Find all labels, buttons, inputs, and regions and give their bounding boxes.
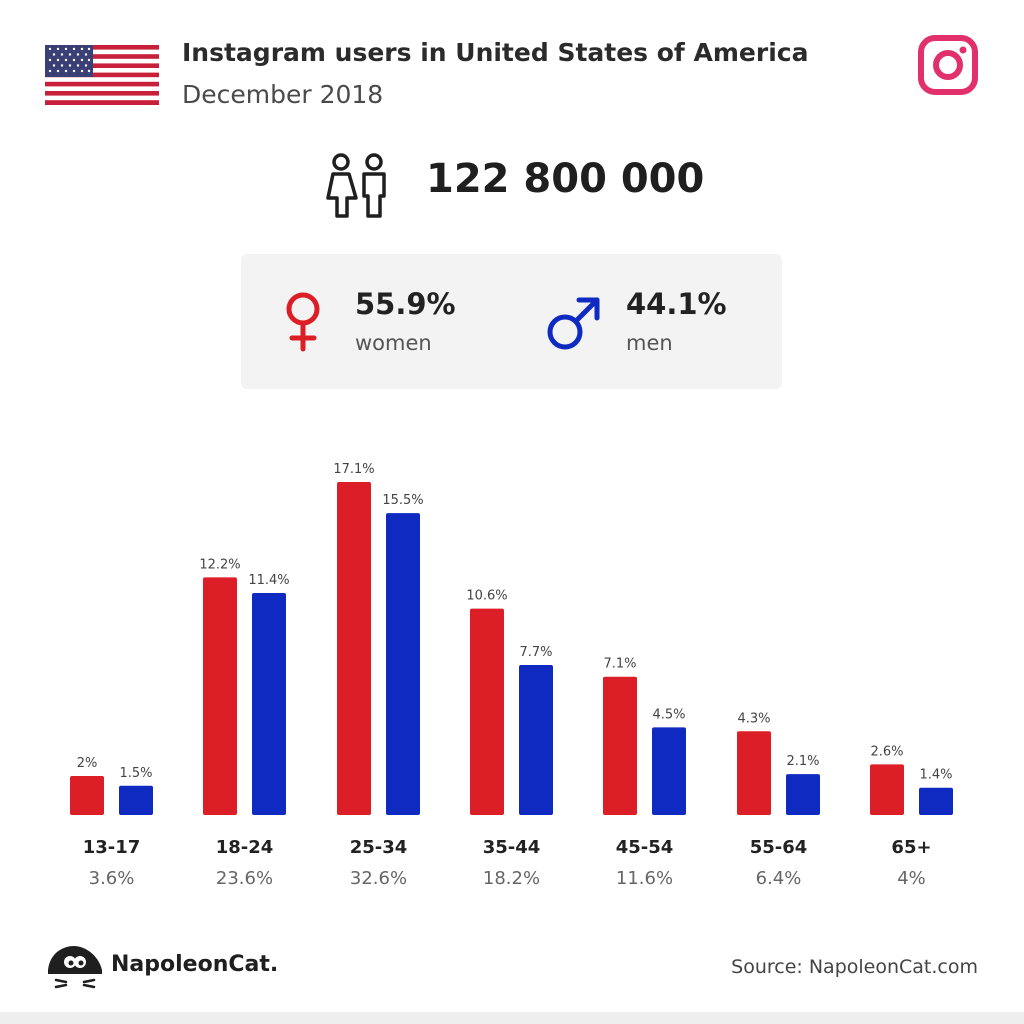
data-label-men-65+: 1.4% — [919, 768, 952, 783]
bar-men-18-24 — [252, 593, 286, 815]
data-label-men-25-34: 15.5% — [382, 493, 423, 508]
source-text: Source: NapoleonCat.com — [731, 956, 978, 978]
category-total-13-17: 3.6% — [89, 868, 135, 889]
bar-men-45-54 — [652, 727, 686, 815]
bar-men-55-64 — [786, 774, 820, 815]
instagram-icon — [918, 35, 978, 95]
bar-women-13-17 — [70, 776, 104, 815]
gender-summary-card — [241, 254, 782, 389]
chart-title: Instagram users in United States of Amer… — [182, 38, 809, 67]
data-label-women-45-54: 7.1% — [603, 657, 636, 672]
total-users: 122 800 000 — [426, 156, 705, 202]
bar-women-65+ — [870, 764, 904, 815]
data-label-women-25-34: 17.1% — [333, 462, 374, 477]
category-label-45-54: 45-54 — [616, 837, 674, 858]
data-label-men-18-24: 11.4% — [248, 573, 289, 588]
bar-men-25-34 — [386, 513, 420, 815]
category-total-18-24: 23.6% — [216, 868, 273, 889]
bar-men-65+ — [919, 787, 953, 815]
men-percentage: 44.1% — [626, 287, 727, 321]
category-label-25-34: 25-34 — [350, 837, 408, 858]
chart-subtitle: December 2018 — [182, 80, 384, 109]
bar-women-45-54 — [603, 676, 637, 815]
category-label-35-44: 35-44 — [483, 837, 541, 858]
data-label-women-35-44: 10.6% — [466, 589, 507, 604]
bar-women-18-24 — [203, 577, 237, 815]
men-label: men — [626, 331, 673, 355]
category-total-45-54: 11.6% — [616, 868, 673, 889]
male-symbol-icon — [547, 297, 600, 350]
us-flag-icon — [45, 45, 159, 105]
bar-men-13-17 — [119, 785, 153, 815]
category-total-35-44: 18.2% — [483, 868, 540, 889]
category-label-13-17: 13-17 — [83, 837, 141, 858]
category-label-65+: 65+ — [891, 837, 931, 858]
data-label-men-35-44: 7.7% — [519, 645, 552, 660]
data-label-women-65+: 2.6% — [870, 744, 903, 759]
category-total-65+: 4% — [897, 868, 926, 889]
bottom-band — [0, 1012, 1024, 1024]
data-label-women-55-64: 4.3% — [737, 711, 770, 726]
data-label-men-55-64: 2.1% — [786, 754, 819, 769]
category-total-25-34: 32.6% — [350, 868, 407, 889]
category-total-55-64: 6.4% — [756, 868, 802, 889]
data-label-men-45-54: 4.5% — [652, 707, 685, 722]
data-label-men-13-17: 1.5% — [119, 766, 152, 781]
category-label-18-24: 18-24 — [216, 837, 274, 858]
category-label-55-64: 55-64 — [750, 837, 808, 858]
bar-men-35-44 — [519, 665, 553, 815]
female-symbol-icon — [286, 292, 320, 352]
bar-women-55-64 — [737, 731, 771, 815]
women-percentage: 55.9% — [355, 287, 456, 321]
bar-women-25-34 — [337, 482, 371, 815]
napoleoncat-logo — [48, 946, 102, 989]
data-label-women-18-24: 12.2% — [199, 557, 240, 572]
people-icon — [326, 153, 386, 218]
bar-women-35-44 — [470, 608, 504, 815]
women-label: women — [355, 331, 432, 355]
brand-name: NapoleonCat. — [111, 952, 279, 977]
data-label-women-13-17: 2% — [77, 756, 98, 771]
